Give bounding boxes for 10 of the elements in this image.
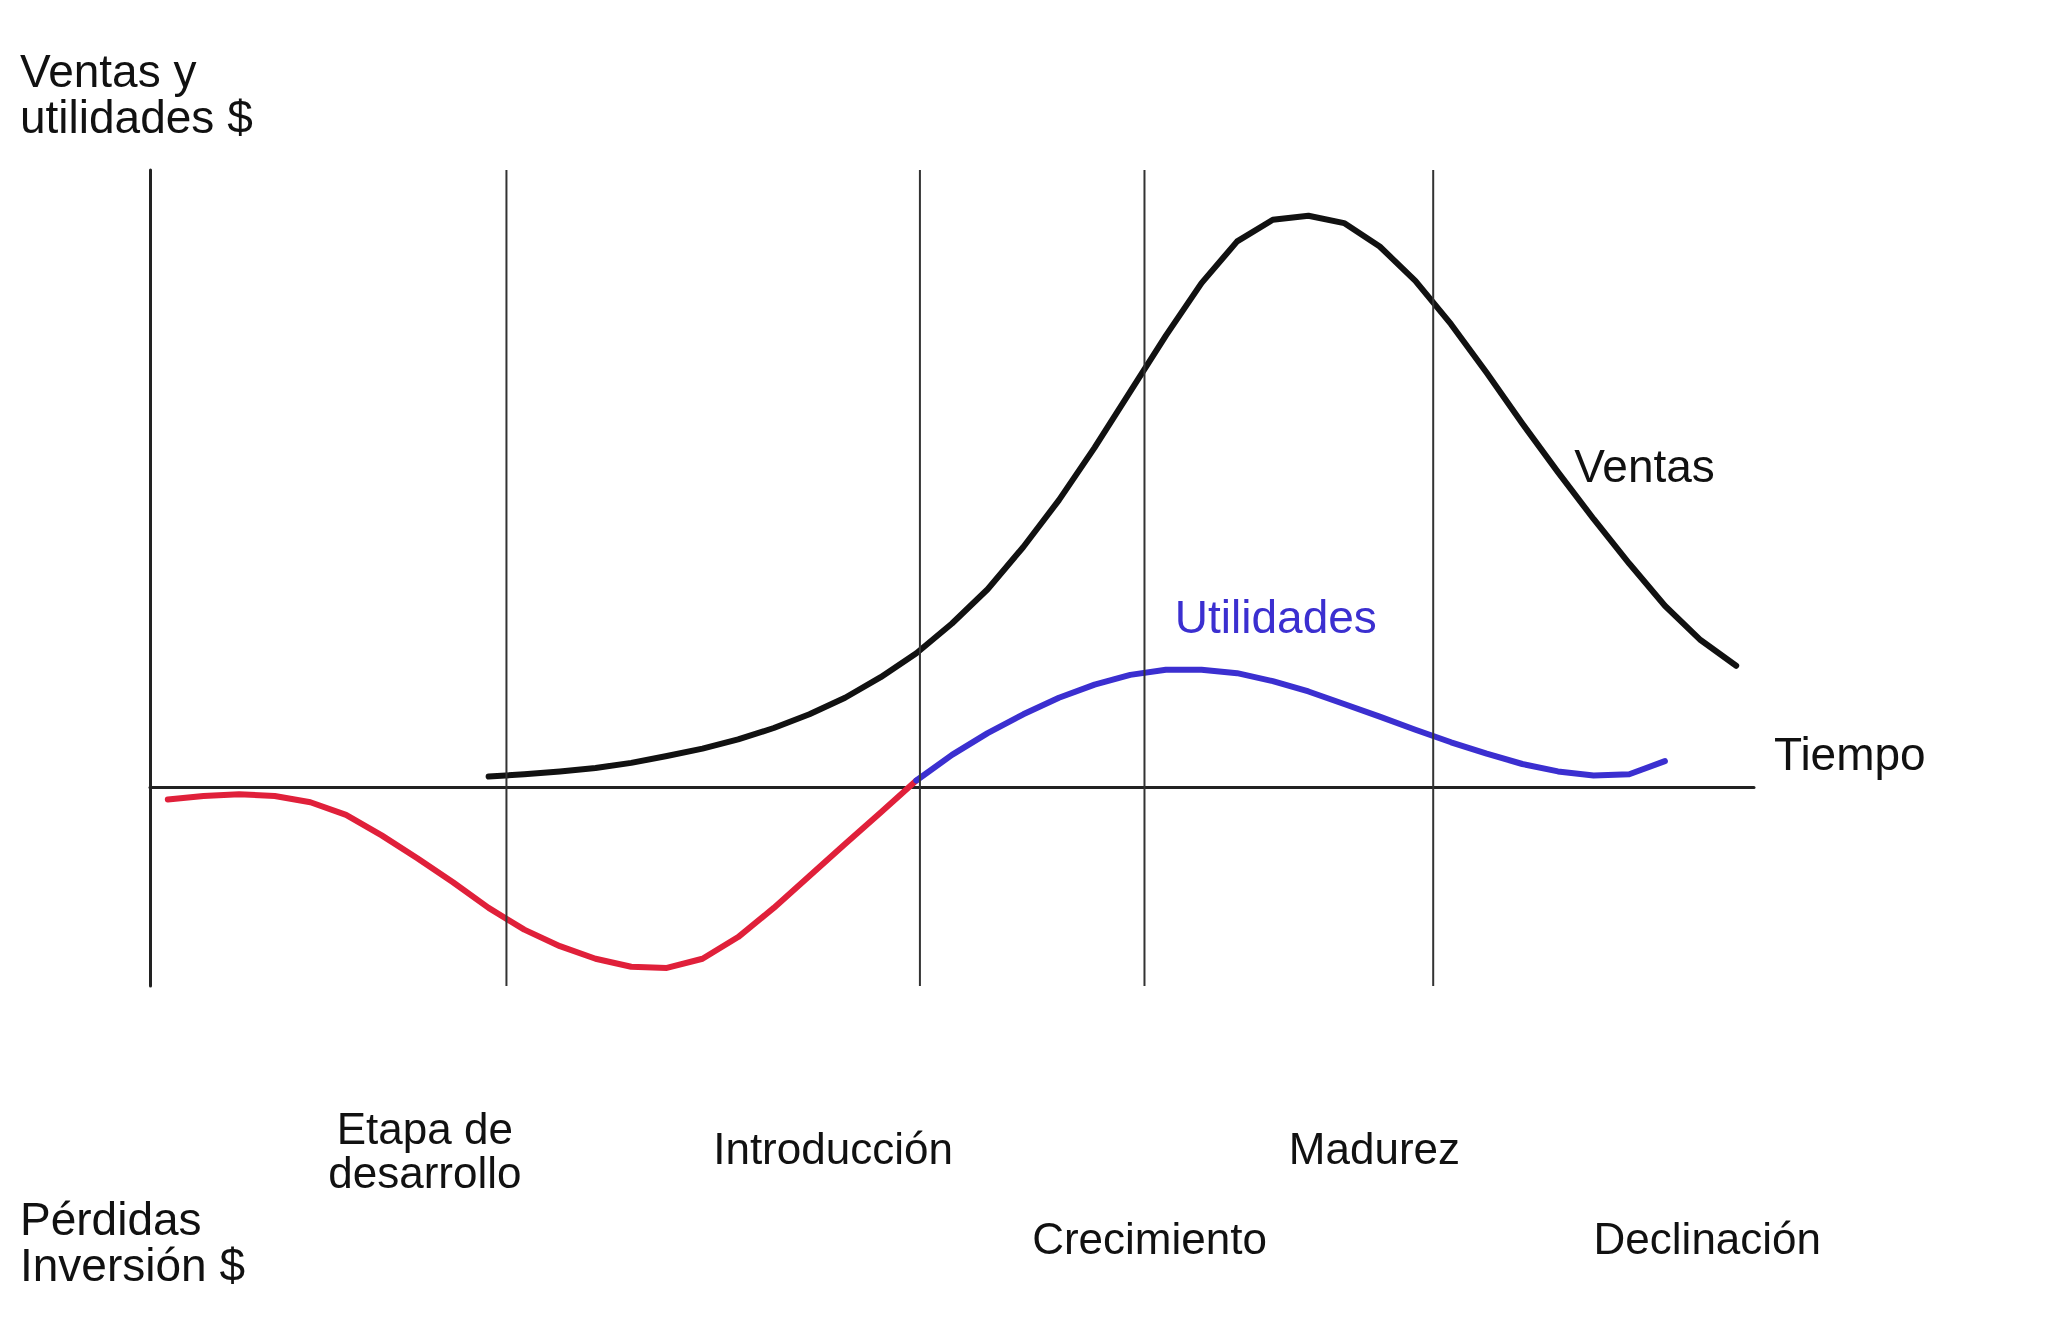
series-label: Utilidades: [1174, 590, 1377, 643]
text: Madurez: [1288, 1123, 1461, 1173]
series-label: Ventas: [1574, 439, 1715, 492]
text: Introducción: [713, 1123, 953, 1173]
x-axis-title: Tiempo: [1774, 727, 1926, 780]
text: Declinación: [1593, 1213, 1822, 1263]
y-axis-title: Ventas y utilidades $: [20, 45, 253, 143]
text: Pérdidas Inversión $: [20, 1193, 246, 1291]
text: Etapa de desarrollo: [328, 1103, 522, 1197]
text: Crecimiento: [1032, 1213, 1267, 1263]
